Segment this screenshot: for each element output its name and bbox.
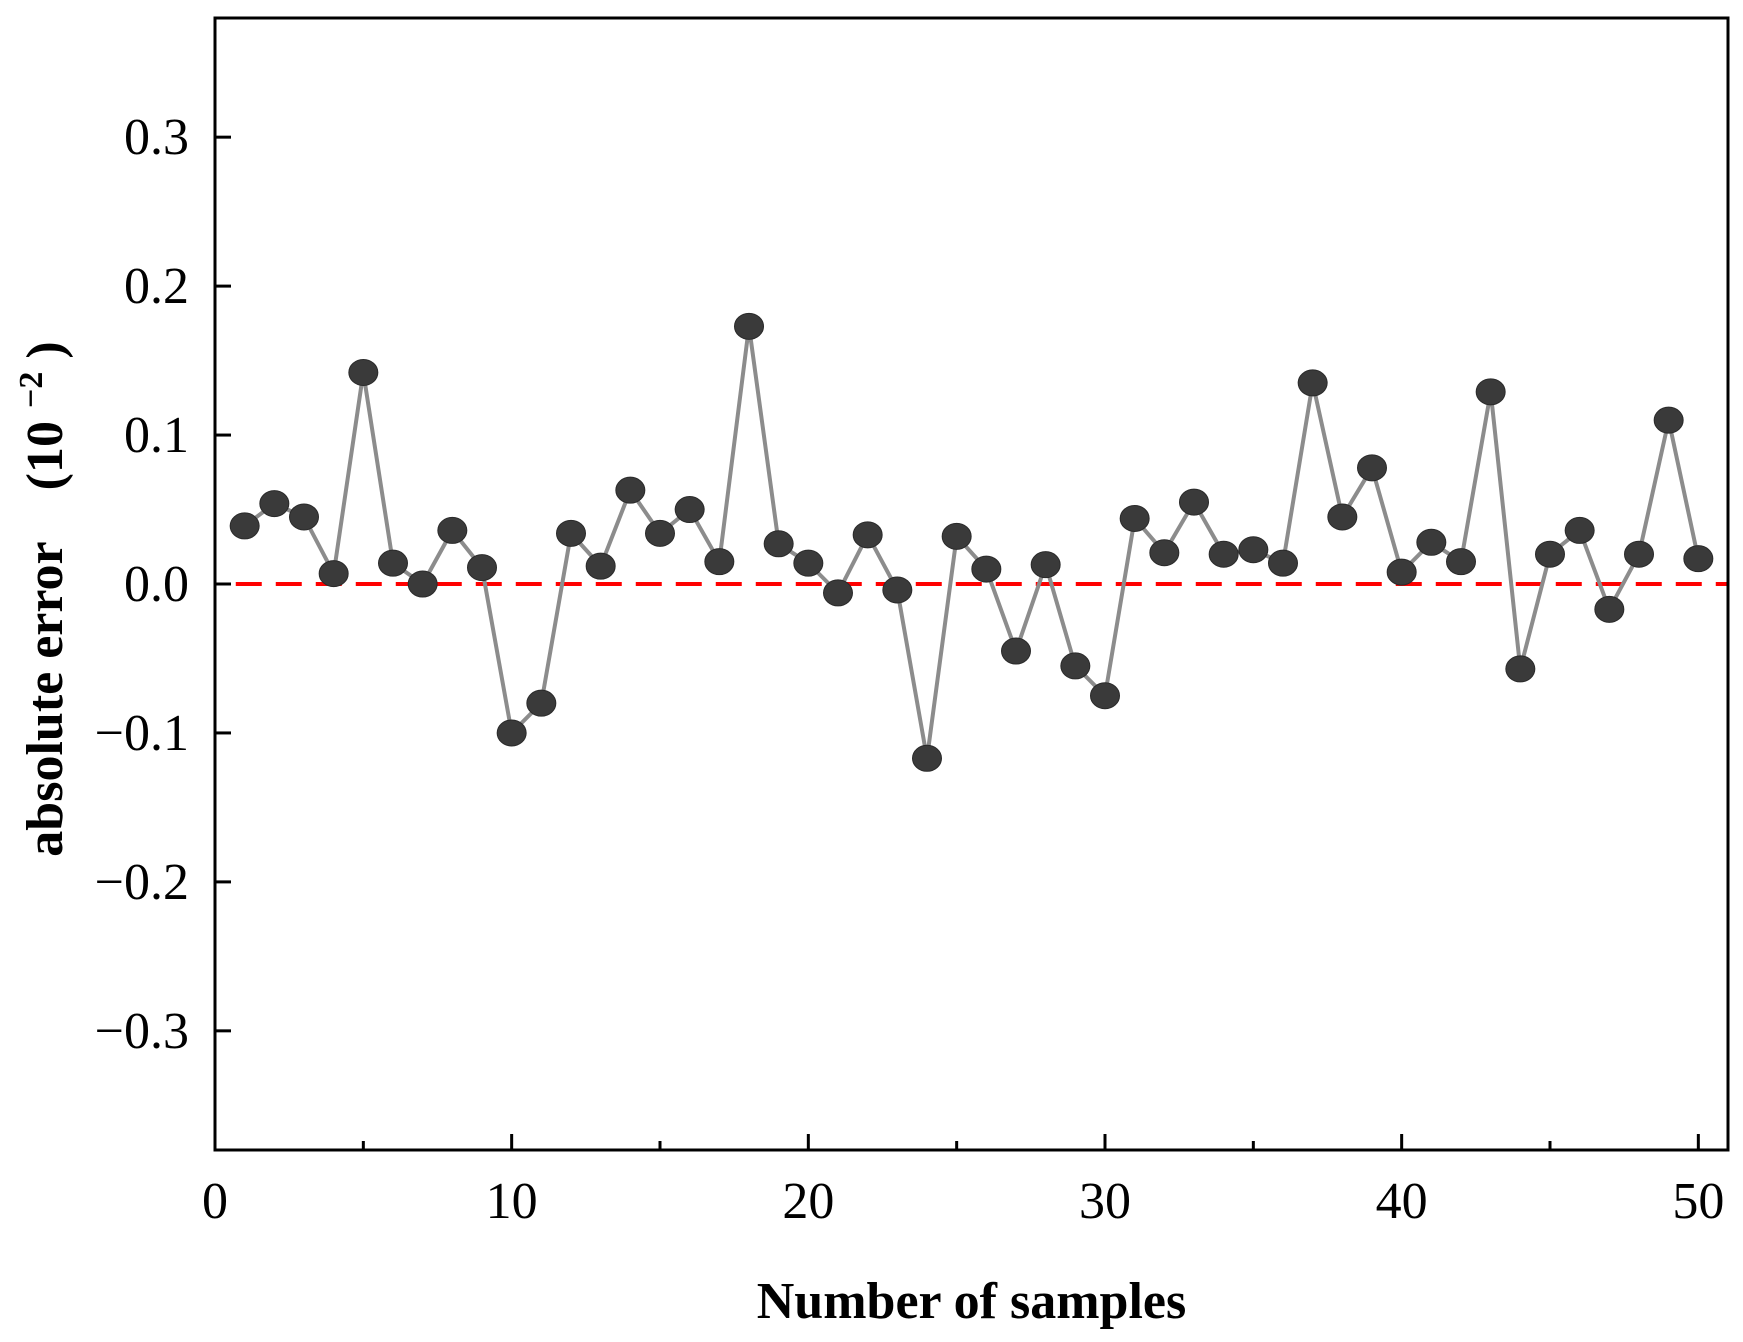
data-point bbox=[585, 552, 616, 580]
data-point bbox=[1297, 369, 1328, 397]
x-tick-label: 10 bbox=[486, 1173, 538, 1230]
data-point bbox=[1357, 454, 1387, 482]
data-point bbox=[1446, 548, 1476, 576]
data-point bbox=[1119, 504, 1150, 532]
data-point bbox=[1475, 378, 1506, 406]
data-point bbox=[912, 744, 942, 772]
y-tick-label: −0.3 bbox=[95, 1003, 189, 1060]
data-point bbox=[526, 689, 557, 717]
x-tick-label: 40 bbox=[1376, 1173, 1428, 1230]
data-point bbox=[941, 522, 972, 550]
data-point bbox=[1416, 528, 1447, 556]
data-point bbox=[1179, 488, 1209, 516]
x-tick-label: 30 bbox=[1079, 1173, 1131, 1230]
y-axis-title-gap bbox=[17, 503, 74, 529]
data-point bbox=[704, 548, 735, 576]
data-point bbox=[882, 576, 913, 604]
data-point bbox=[1238, 536, 1269, 564]
data-point bbox=[1386, 558, 1417, 586]
x-tick-label: 0 bbox=[202, 1173, 228, 1230]
data-point bbox=[229, 512, 260, 540]
x-tick-label: 50 bbox=[1672, 1173, 1724, 1230]
x-axis-title: Number of samples bbox=[757, 1273, 1186, 1330]
data-point bbox=[763, 530, 794, 558]
data-point bbox=[1624, 540, 1654, 568]
y-tick-label: 0.2 bbox=[124, 258, 189, 315]
data-point bbox=[645, 519, 675, 547]
data-point bbox=[1030, 551, 1061, 579]
y-tick-label: 0.0 bbox=[124, 556, 189, 613]
data-point bbox=[1208, 540, 1239, 568]
ticks-layer bbox=[213, 135, 1700, 1150]
y-tick-label: −0.1 bbox=[95, 705, 189, 762]
data-point bbox=[259, 490, 290, 518]
data-point bbox=[348, 358, 379, 386]
y-tick-label: 0.3 bbox=[124, 109, 189, 166]
y-tick-label: 0.1 bbox=[124, 407, 189, 464]
data-point bbox=[734, 312, 764, 340]
data-point bbox=[289, 503, 319, 531]
data-point bbox=[556, 519, 586, 547]
data-point bbox=[1594, 595, 1625, 623]
data-point bbox=[615, 476, 646, 504]
plot-frame bbox=[213, 16, 1730, 1152]
data-point bbox=[1327, 503, 1358, 531]
data-point bbox=[1149, 539, 1180, 567]
data-point bbox=[1653, 406, 1684, 434]
data-point bbox=[437, 516, 468, 544]
data-point bbox=[1683, 545, 1714, 573]
x-tick-label: 20 bbox=[782, 1173, 834, 1230]
data-point bbox=[674, 496, 705, 524]
data-point bbox=[467, 554, 497, 582]
data-point bbox=[971, 555, 1002, 583]
data-point bbox=[1564, 516, 1595, 544]
data-point bbox=[496, 719, 527, 747]
y-tick-label: −0.2 bbox=[95, 854, 189, 911]
data-point bbox=[1268, 549, 1298, 577]
data-point bbox=[852, 521, 883, 549]
series-layer bbox=[229, 312, 1714, 772]
data-point bbox=[1060, 652, 1091, 680]
data-point bbox=[823, 579, 853, 607]
data-point bbox=[1090, 682, 1120, 710]
y-axis-title-unit-prefix: (10 bbox=[17, 421, 74, 490]
y-axis-title: absolute error (10 −2 ) bbox=[0, 341, 74, 856]
data-point bbox=[407, 570, 438, 598]
data-point bbox=[793, 549, 824, 577]
y-axis-title-unit-exponent: −2 bbox=[13, 372, 50, 408]
y-axis-title-unit-suffix: ) bbox=[17, 341, 74, 358]
data-point bbox=[1535, 540, 1565, 568]
data-point bbox=[1505, 655, 1536, 683]
data-point bbox=[378, 549, 408, 577]
data-point bbox=[1001, 637, 1031, 665]
tick-labels-layer: 0 10 20 30 40 50 −0.3 −0.2 −0.1 0.0 0.1 0.2 0.3 bbox=[95, 109, 1725, 1230]
data-point bbox=[318, 560, 349, 588]
y-axis-title-main: absolute error bbox=[17, 542, 74, 856]
